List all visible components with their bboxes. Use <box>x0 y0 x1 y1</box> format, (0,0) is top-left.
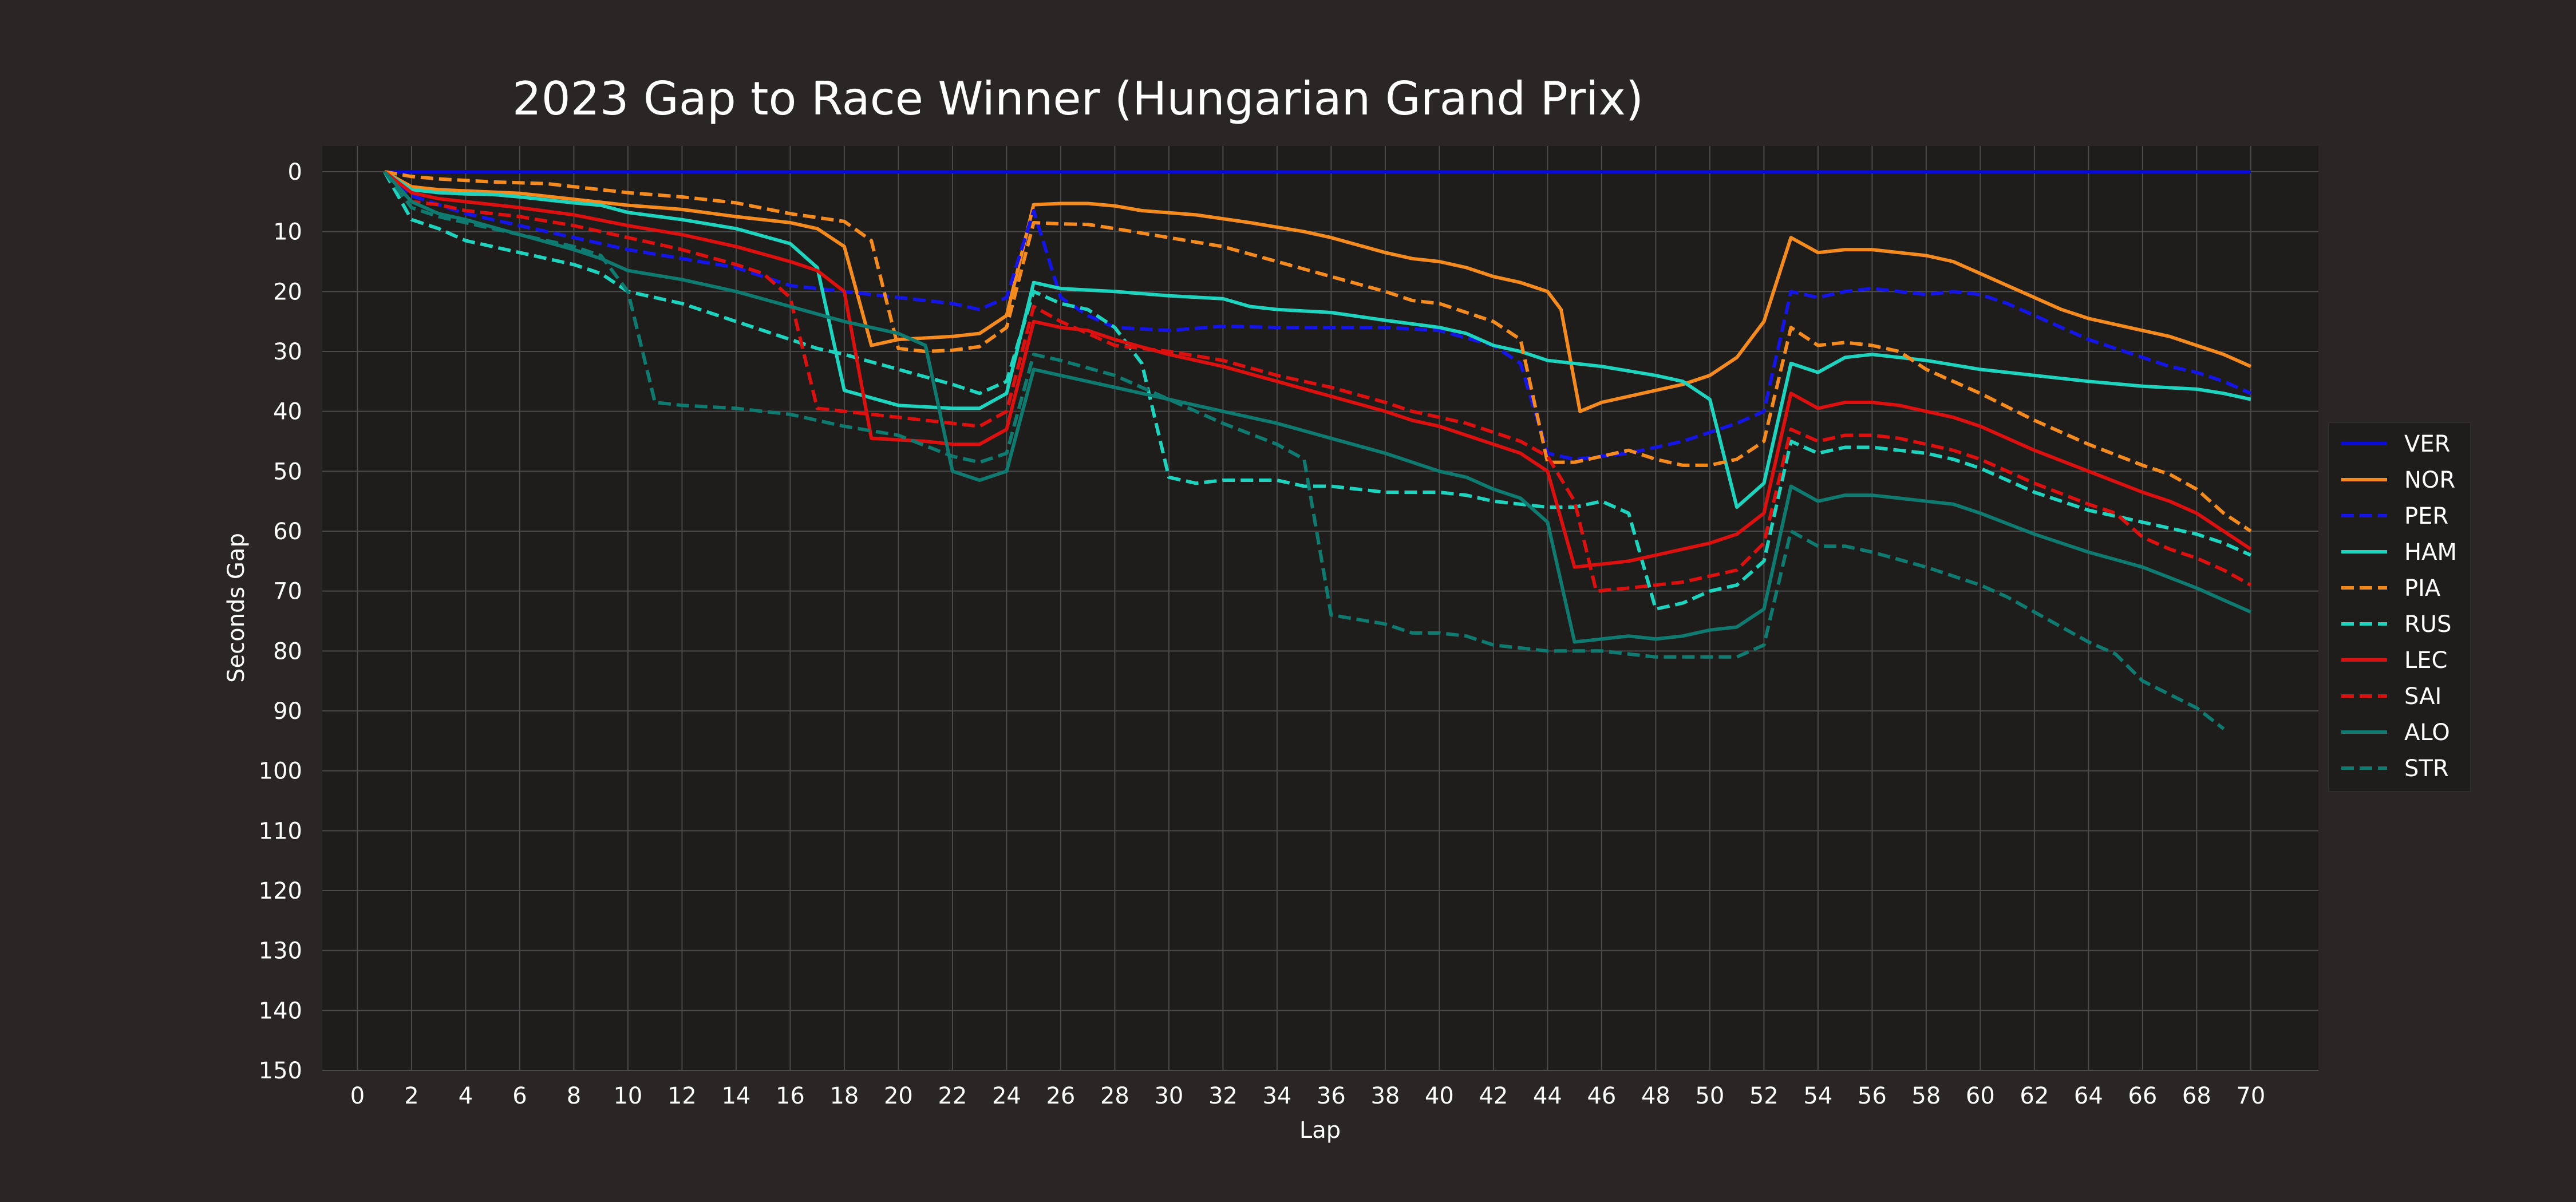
series-line-str <box>383 171 2225 730</box>
x-tick-label: 20 <box>884 1083 913 1109</box>
legend-label-rus: RUS <box>2404 611 2451 638</box>
chart-title: 2023 Gap to Race Winner (Hungarian Grand… <box>512 72 1643 125</box>
x-tick-label: 2 <box>404 1083 418 1109</box>
y-tick-label: 120 <box>259 878 302 904</box>
y-tick-label: 110 <box>259 818 302 844</box>
y-tick-label: 150 <box>259 1058 302 1084</box>
legend-label-ham: HAM <box>2404 539 2457 566</box>
series-lines <box>383 170 2252 730</box>
x-tick-label: 10 <box>613 1083 642 1109</box>
y-tick-label: 140 <box>259 998 302 1024</box>
x-tick-label: 68 <box>2182 1083 2211 1109</box>
y-tick-labels: 0 10 20 30 40 50 60 70 80 90 100 110 120 130 140 150 <box>259 159 302 1084</box>
x-tick-label: 30 <box>1154 1083 1183 1109</box>
x-tick-label: 18 <box>829 1083 859 1109</box>
x-tick-label: 38 <box>1370 1083 1400 1109</box>
x-tick-label: 56 <box>1858 1083 1887 1109</box>
x-tick-label: 40 <box>1425 1083 1454 1109</box>
series-line-alo <box>383 170 2252 644</box>
x-tick-label: 28 <box>1100 1083 1129 1109</box>
series-line-per <box>383 170 2252 461</box>
x-tick-label: 4 <box>459 1083 473 1109</box>
legend-label-nor: NOR <box>2404 467 2455 493</box>
legend-label-str: STR <box>2404 756 2449 782</box>
x-tick-label: 22 <box>938 1083 967 1109</box>
legend-label-per: PER <box>2404 503 2448 529</box>
series-line-sai <box>383 170 2252 593</box>
y-tick-label: 40 <box>273 399 302 425</box>
legend-label-sai: SAI <box>2404 683 2441 710</box>
y-tick-label: 50 <box>273 458 302 485</box>
x-tick-label: 14 <box>721 1083 750 1109</box>
y-tick-label: 30 <box>273 339 302 365</box>
y-tick-label: 80 <box>273 638 302 665</box>
x-tick-label: 70 <box>2236 1083 2265 1109</box>
x-tick-label: 44 <box>1533 1083 1562 1109</box>
x-tick-label: 48 <box>1641 1083 1670 1109</box>
x-tick-label: 62 <box>2020 1083 2049 1109</box>
y-tick-label: 130 <box>259 938 302 964</box>
legend-label-lec: LEC <box>2404 647 2448 674</box>
x-tick-label: 12 <box>667 1083 697 1109</box>
x-tick-label: 26 <box>1046 1083 1075 1109</box>
x-tick-label: 8 <box>567 1083 581 1109</box>
series-line-pia <box>384 170 2252 533</box>
x-tick-label: 24 <box>992 1083 1021 1109</box>
grid <box>322 146 2318 1071</box>
legend-label-ver: VER <box>2404 431 2450 457</box>
legend-label-alo: ALO <box>2404 719 2450 746</box>
y-tick-label: 0 <box>288 159 302 185</box>
y-tick-label: 100 <box>259 758 302 785</box>
x-tick-label: 36 <box>1317 1083 1346 1109</box>
x-tick-label: 16 <box>776 1083 805 1109</box>
series-line-lec <box>383 170 2252 569</box>
y-tick-label: 90 <box>273 698 302 725</box>
x-tick-label: 6 <box>512 1083 527 1109</box>
x-tick-label: 64 <box>2074 1083 2103 1109</box>
y-tick-label: 70 <box>273 579 302 605</box>
y-axis-label: Seconds Gap <box>223 533 250 683</box>
legend: VER NOR PER HAM PIA RUS LEC SAI ALO STR <box>2328 422 2471 792</box>
x-tick-label: 54 <box>1803 1083 1832 1109</box>
x-tick-label: 0 <box>350 1083 365 1109</box>
x-tick-label: 60 <box>1966 1083 1995 1109</box>
plot-background <box>322 146 2318 1070</box>
series-line-nor <box>384 170 2252 413</box>
series-line-ham <box>384 170 2251 509</box>
x-tick-label: 52 <box>1749 1083 1779 1109</box>
y-tick-label: 10 <box>273 219 302 246</box>
legend-label-pia: PIA <box>2404 575 2441 602</box>
legend-box <box>2328 422 2471 792</box>
x-tick-label: 66 <box>2128 1083 2157 1109</box>
x-tick-label: 58 <box>1911 1083 1941 1109</box>
x-tick-label: 46 <box>1587 1083 1616 1109</box>
y-tick-label: 60 <box>273 519 302 545</box>
x-tick-labels: 0 2 4 6 8 10 12 14 16 18 20 22 24 26 28 30 32 34 36 38 40 42 4… <box>350 1083 2266 1109</box>
y-tick-label: 20 <box>273 279 302 305</box>
x-tick-label: 50 <box>1695 1083 1724 1109</box>
x-tick-label: 32 <box>1208 1083 1238 1109</box>
x-tick-label: 42 <box>1479 1083 1508 1109</box>
x-tick-label: 34 <box>1262 1083 1291 1109</box>
x-axis-label: Lap <box>1299 1117 1341 1144</box>
